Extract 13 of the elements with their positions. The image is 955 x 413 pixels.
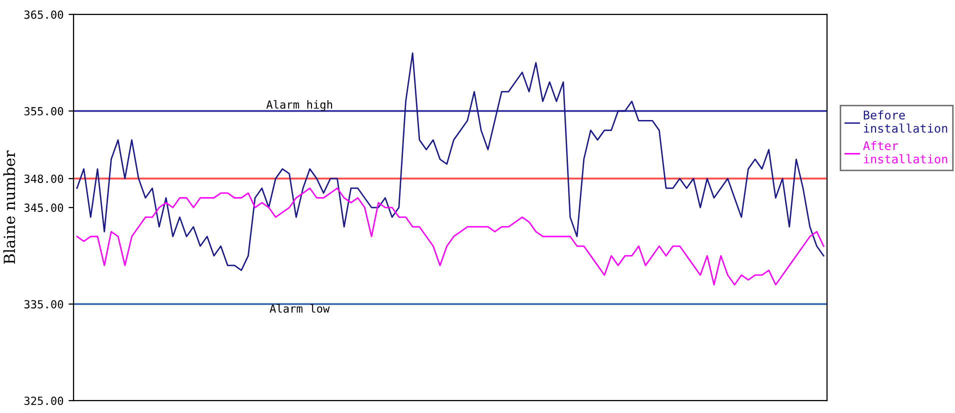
y-tick-label: 345.00: [24, 204, 64, 212]
line-series: [76, 52, 824, 271]
y-tick-label: 348.00: [24, 174, 64, 183]
y-tick-label: 355.00: [24, 107, 64, 116]
y-axis-title: Blaine number: [3, 150, 16, 264]
line-series: [76, 188, 824, 286]
y-tick-label: 365.00: [24, 10, 64, 19]
legend-label: Before installation: [864, 110, 948, 133]
y-tick-label: 325.00: [24, 396, 64, 406]
ref-line-label: Alarm low: [270, 304, 330, 313]
y-tick-label: 335.00: [24, 300, 64, 308]
legend-label: After installation: [863, 141, 948, 164]
ref-line-label: Alarm high: [266, 100, 332, 111]
